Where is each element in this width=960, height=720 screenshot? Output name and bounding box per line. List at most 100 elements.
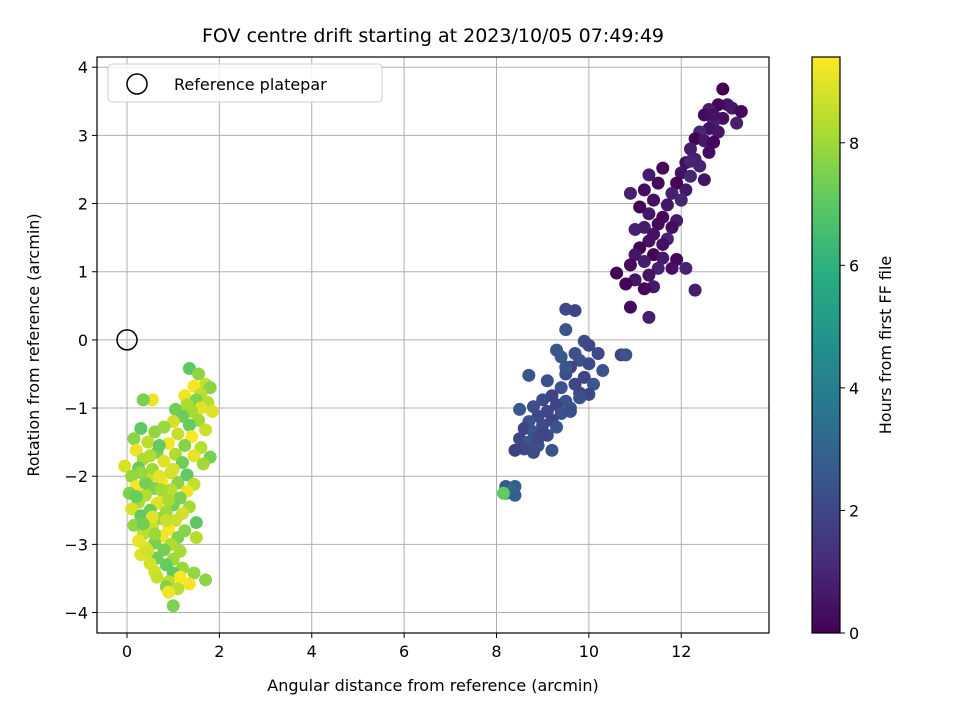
scatter-point	[196, 457, 210, 471]
colorbar-tick-label: 6	[849, 256, 859, 275]
reference-marker	[116, 329, 138, 351]
scatter-point	[148, 425, 162, 439]
scatter-point	[159, 514, 173, 528]
scatter-point	[166, 599, 180, 613]
scatter-point	[647, 193, 661, 207]
colorbar-tick-label: 8	[849, 134, 859, 153]
scatter-point	[162, 585, 176, 599]
x-tick-label: 8	[491, 642, 501, 661]
scatter-point	[697, 108, 711, 122]
scatter-point	[628, 248, 642, 262]
scatter-point	[199, 423, 213, 437]
x-tick-label: 4	[307, 642, 317, 661]
scatter-point	[145, 393, 159, 407]
x-axis-ticks: 0 2 4 6 8 10 12	[122, 633, 691, 661]
chart-title: FOV centre drift starting at 2023/10/05 …	[202, 25, 664, 47]
scatter-point	[152, 469, 166, 483]
colorbar-tick-label: 4	[849, 379, 859, 398]
scatter-point	[573, 391, 587, 405]
x-tick-label: 0	[122, 642, 132, 661]
scatter-point	[148, 527, 162, 541]
scatter-point	[185, 430, 199, 444]
scatter-point	[656, 161, 670, 175]
data-points	[118, 82, 748, 613]
scatter-point	[707, 135, 721, 149]
scatter-point	[683, 142, 697, 156]
x-tick-label: 2	[214, 642, 224, 661]
scatter-point	[642, 310, 656, 324]
scatter-point	[134, 422, 148, 436]
scatter-point	[182, 418, 196, 432]
scatter-point	[152, 439, 166, 453]
scatter-point	[656, 251, 670, 265]
y-tick-label: −1	[64, 399, 88, 418]
scatter-point	[577, 370, 591, 384]
scatter-point	[513, 402, 527, 416]
scatter-point	[129, 490, 143, 504]
scatter-point	[205, 404, 219, 418]
scatter-point	[679, 183, 693, 197]
scatter-point	[683, 154, 697, 168]
scatter-point	[136, 517, 150, 531]
y-tick-label: 1	[78, 263, 88, 282]
scatter-point	[563, 404, 577, 418]
colorbar: 0 2 4 6 8 Hours from first FF file	[811, 56, 895, 643]
scatter-point	[554, 350, 568, 364]
scatter-point	[651, 176, 665, 190]
scatter-point	[171, 427, 185, 441]
scatter-point	[665, 186, 679, 200]
y-axis-label: Rotation from reference (arcmin)	[24, 213, 43, 476]
scatter-point	[651, 217, 665, 231]
scatter-point	[582, 338, 596, 352]
plot-frame	[96, 56, 770, 634]
scatter-point	[189, 531, 203, 545]
scatter-point	[596, 364, 610, 378]
plot-background	[97, 57, 769, 633]
scatter-point	[125, 502, 139, 516]
scatter-point	[586, 377, 600, 391]
scatter-point	[633, 200, 647, 214]
scatter-point	[136, 393, 150, 407]
x-axis-label: Angular distance from reference (arcmin)	[267, 676, 598, 695]
scatter-point	[734, 105, 748, 119]
scatter-point	[619, 348, 633, 362]
scatter-point	[628, 222, 642, 236]
scatter-point	[127, 432, 141, 446]
y-tick-label: −4	[64, 604, 88, 623]
x-tick-label: 10	[579, 642, 599, 661]
scatter-point	[582, 357, 596, 371]
scatter-point	[192, 367, 206, 381]
scatter-point	[150, 570, 164, 584]
scatter-point	[203, 381, 217, 395]
scatter-point	[118, 459, 132, 473]
scatter-point	[591, 347, 605, 361]
scatter-point	[642, 168, 656, 182]
scatter-point	[199, 573, 213, 587]
scatter-point	[536, 393, 550, 407]
scatter-point	[141, 435, 155, 449]
y-tick-label: 0	[78, 331, 88, 350]
scatter-point	[178, 439, 192, 453]
y-tick-label: 3	[78, 126, 88, 145]
scatter-point	[175, 456, 189, 470]
scatter-point	[189, 516, 203, 530]
colorbar-ticks: 0 2 4 6 8	[840, 134, 859, 643]
scatter-point	[702, 145, 716, 159]
scatter-point	[568, 304, 582, 318]
scatter-point	[642, 268, 656, 282]
scatter-point	[173, 570, 187, 584]
y-tick-label: 4	[78, 58, 88, 77]
scatter-point	[665, 220, 679, 234]
scatter-point	[526, 445, 540, 459]
scatter-point	[166, 462, 180, 476]
scatter-point	[559, 360, 573, 374]
scatter-point	[610, 266, 624, 280]
scatter-point	[637, 183, 651, 197]
y-tick-label: −3	[64, 535, 88, 554]
scatter-point	[656, 237, 670, 251]
scatter-point	[637, 254, 651, 268]
scatter-point	[623, 300, 637, 314]
scatter-point	[679, 261, 693, 275]
scatter-point	[670, 176, 684, 190]
scatter-point	[496, 486, 510, 500]
